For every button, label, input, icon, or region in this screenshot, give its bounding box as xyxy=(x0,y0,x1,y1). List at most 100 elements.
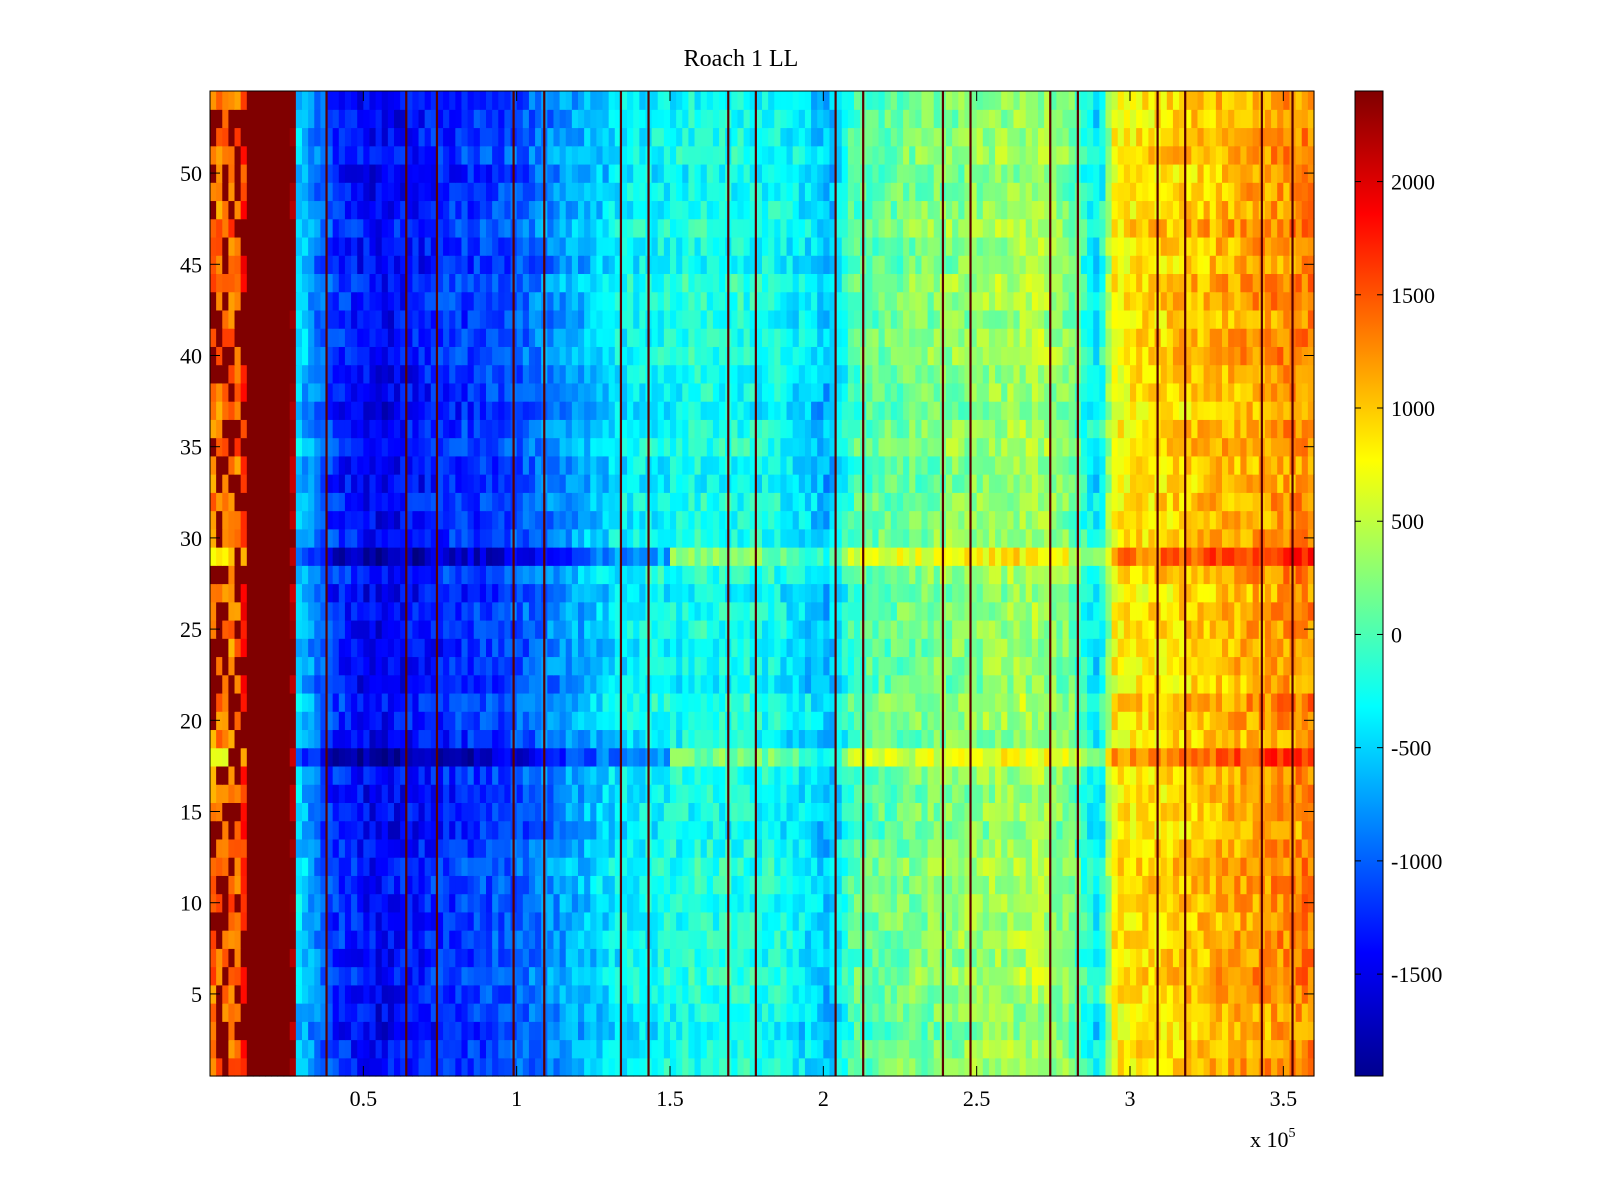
heatmap-cell xyxy=(774,948,781,968)
heatmap-cell xyxy=(682,729,689,749)
heatmap-cell xyxy=(884,674,892,694)
heatmap-cell xyxy=(1050,711,1057,731)
heatmap-cell xyxy=(1013,948,1021,968)
heatmap-cell xyxy=(277,711,285,731)
heatmap-cell xyxy=(1215,656,1223,676)
heatmap-cell xyxy=(228,893,236,913)
heatmap-cell xyxy=(909,583,916,603)
heatmap-cell xyxy=(995,638,1002,658)
heatmap-cell xyxy=(878,948,886,968)
heatmap-cell xyxy=(1044,857,1051,876)
heatmap-cell xyxy=(804,1021,812,1041)
heatmap-cell xyxy=(706,565,714,585)
heatmap-cell xyxy=(670,984,677,1004)
heatmap-cell xyxy=(228,565,236,585)
heatmap-cell xyxy=(1185,1003,1192,1022)
heatmap-cell xyxy=(590,820,597,840)
heatmap-cell xyxy=(829,583,837,603)
heatmap-cell xyxy=(712,875,720,895)
heatmap-cell xyxy=(1019,711,1027,731)
heatmap-cell xyxy=(1301,729,1309,749)
heatmap-cell xyxy=(719,747,726,767)
heatmap-cell xyxy=(332,565,340,585)
heatmap-cell xyxy=(804,583,812,603)
heatmap-cell xyxy=(1228,966,1235,986)
heatmap-cell xyxy=(443,984,450,1004)
heatmap-cell xyxy=(504,802,512,822)
heatmap-cell xyxy=(590,729,597,749)
heatmap-cell xyxy=(627,1057,634,1077)
heatmap-cell xyxy=(461,838,469,858)
heatmap-cell xyxy=(749,893,757,913)
heatmap-cell xyxy=(786,802,794,822)
heatmap-cell xyxy=(1307,729,1315,749)
heatmap-cell xyxy=(338,565,346,585)
heatmap-cell xyxy=(854,820,861,840)
heatmap-cell xyxy=(246,601,254,621)
heatmap-cell xyxy=(651,729,659,749)
heatmap-cell xyxy=(872,1039,880,1059)
heatmap-cell xyxy=(486,711,493,731)
heatmap-cell xyxy=(1172,674,1180,694)
heatmap-cell xyxy=(596,747,604,767)
heatmap-cell xyxy=(762,1057,769,1077)
heatmap-cell xyxy=(338,729,346,749)
heatmap-cell xyxy=(737,802,745,822)
heatmap-cell xyxy=(682,583,689,603)
heatmap-cell xyxy=(676,875,683,895)
heatmap-cell xyxy=(995,875,1002,895)
heatmap-cell xyxy=(326,966,334,986)
heatmap-cell xyxy=(547,583,555,603)
heatmap-cell xyxy=(1197,966,1205,986)
heatmap-cell xyxy=(1264,838,1272,858)
heatmap-cell xyxy=(1038,1003,1045,1022)
heatmap-cell xyxy=(498,601,505,621)
heatmap-cell xyxy=(1111,893,1119,913)
heatmap-cell xyxy=(369,619,377,639)
heatmap-cell xyxy=(866,601,873,621)
heatmap-cell xyxy=(933,802,941,822)
heatmap-cell xyxy=(1105,857,1113,876)
heatmap-cell xyxy=(314,656,321,676)
heatmap-cell xyxy=(995,619,1002,639)
heatmap-cell xyxy=(811,911,818,931)
heatmap-cell xyxy=(559,729,567,749)
heatmap-cell xyxy=(608,565,616,585)
heatmap-cell xyxy=(596,729,604,749)
heatmap-cell xyxy=(755,893,763,913)
heatmap-cell xyxy=(982,1057,990,1077)
heatmap-cell xyxy=(357,656,364,676)
heatmap-cell xyxy=(933,747,941,767)
heatmap-cell xyxy=(1105,930,1113,949)
heatmap-cell xyxy=(1246,674,1254,694)
heatmap-cell xyxy=(896,674,904,694)
heatmap-cell xyxy=(1105,1021,1113,1041)
heatmap-cell xyxy=(1197,1003,1205,1022)
heatmap-cell xyxy=(1307,948,1315,968)
heatmap-cell xyxy=(1179,802,1186,822)
heatmap-cell xyxy=(627,875,634,895)
heatmap-cell xyxy=(412,1003,420,1022)
heatmap-cell xyxy=(565,601,573,621)
heatmap-cell xyxy=(657,583,665,603)
heatmap-cell xyxy=(952,1057,959,1077)
heatmap-cell xyxy=(400,984,407,1004)
heatmap-cell xyxy=(958,729,965,749)
heatmap-cell xyxy=(553,1039,561,1059)
heatmap-cell xyxy=(768,838,775,858)
heatmap-cell xyxy=(326,1021,334,1041)
heatmap-cell xyxy=(259,1021,266,1041)
heatmap-cell xyxy=(406,857,413,876)
heatmap-cell xyxy=(1013,729,1021,749)
heatmap-cell xyxy=(835,820,843,840)
heatmap-cell xyxy=(547,1057,555,1077)
heatmap-cell xyxy=(792,930,800,949)
heatmap-cell xyxy=(351,1039,358,1059)
heatmap-cell xyxy=(1025,930,1033,949)
heatmap-cell xyxy=(896,930,904,949)
heatmap-cell xyxy=(1185,1039,1192,1059)
heatmap-cell xyxy=(1307,930,1315,949)
heatmap-cell xyxy=(406,911,413,931)
heatmap-cell xyxy=(614,820,622,840)
heatmap-cell xyxy=(1179,1039,1186,1059)
